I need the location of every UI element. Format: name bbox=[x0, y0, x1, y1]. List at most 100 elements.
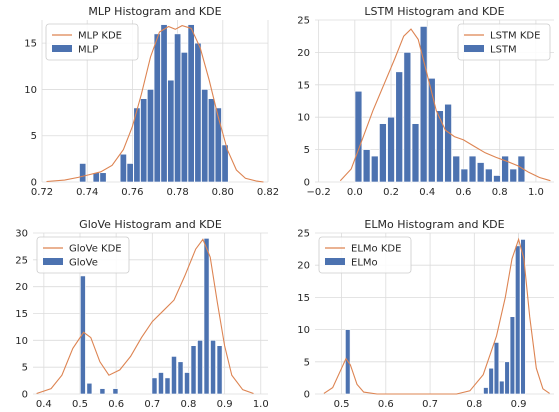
x-tick-label: 0.8 bbox=[181, 399, 197, 410]
histogram-bar bbox=[520, 239, 526, 395]
histogram-bar bbox=[371, 155, 379, 183]
kde-curve bbox=[36, 238, 254, 395]
chart-title: GloVe Histogram and KDE bbox=[79, 218, 222, 231]
x-tick-label: 1.0 bbox=[528, 187, 544, 198]
histogram-bar bbox=[452, 155, 460, 183]
histogram-bar bbox=[190, 345, 197, 395]
histogram-bar bbox=[354, 90, 363, 183]
x-tick-label: 0.9 bbox=[217, 399, 233, 410]
histogram-bar bbox=[194, 42, 202, 183]
histogram-bar bbox=[197, 340, 203, 395]
histogram-bar bbox=[119, 153, 127, 183]
legend: GloVe KDE GloVe bbox=[36, 236, 130, 274]
histogram-bar bbox=[171, 356, 177, 395]
histogram-bar bbox=[208, 98, 215, 183]
histogram-bar bbox=[476, 162, 485, 183]
x-tick-label: 0.74 bbox=[76, 187, 98, 198]
histogram-bar bbox=[387, 116, 395, 183]
y-tick-label: 25 bbox=[297, 229, 310, 240]
y-tick-label: 20 bbox=[15, 282, 28, 293]
histogram-bar bbox=[488, 367, 494, 395]
histogram-bar bbox=[147, 89, 154, 183]
y-tick-label: 0 bbox=[31, 178, 37, 189]
x-tick-label: −0.2 bbox=[306, 187, 330, 198]
histogram-bar bbox=[167, 79, 175, 183]
histogram-bar bbox=[403, 52, 412, 183]
histogram-bar bbox=[362, 149, 371, 183]
histogram-bar bbox=[99, 388, 106, 395]
x-tick-label: 0.6 bbox=[378, 399, 394, 410]
chart-title: ELMo Histogram and KDE bbox=[364, 218, 504, 231]
histogram-bar bbox=[126, 163, 134, 183]
histogram-bar bbox=[86, 382, 93, 395]
histogram-bar bbox=[221, 144, 229, 183]
histogram-bar bbox=[515, 245, 521, 395]
chart-panel-3: 0.5 0.6 0.7 0.8 0.9 0 5 10 15 20 25 ELMo Histogram … bbox=[297, 218, 554, 410]
y-tick-label: 25 bbox=[297, 16, 310, 27]
histogram-bar bbox=[436, 110, 444, 183]
histogram-bar bbox=[140, 98, 148, 183]
histogram-bar bbox=[214, 107, 222, 183]
histogram-bar bbox=[92, 172, 100, 183]
legend-kde-label: ELMo KDE bbox=[351, 244, 401, 255]
y-tick-label: 10 bbox=[24, 85, 37, 96]
kde-curve bbox=[323, 237, 550, 395]
histogram-bar bbox=[158, 372, 164, 395]
chart-title: MLP Histogram and KDE bbox=[88, 5, 221, 18]
histogram-bar bbox=[499, 380, 505, 395]
x-tick-label: 0.8 bbox=[492, 187, 508, 198]
histogram-bar bbox=[177, 361, 184, 395]
x-tick-label: 0.4 bbox=[419, 187, 435, 198]
chart-title: LSTM Histogram and KDE bbox=[364, 5, 504, 18]
histogram-bar bbox=[493, 175, 501, 183]
histogram-bar bbox=[174, 33, 182, 183]
chart-panel-1: −0.2 0.0 0.2 0.4 0.6 0.8 1.0 0 5 10 15 20 25 LSTM His… bbox=[297, 5, 554, 198]
y-tick-label: 25 bbox=[15, 255, 28, 266]
histogram-bar bbox=[99, 172, 107, 183]
histogram-bar bbox=[493, 342, 500, 395]
histogram-bar bbox=[187, 24, 195, 183]
y-tick-label: 5 bbox=[31, 131, 37, 142]
histogram-bar bbox=[379, 123, 387, 183]
histogram-bar bbox=[509, 168, 518, 183]
histogram-bar bbox=[79, 163, 87, 183]
y-tick-label: 5 bbox=[304, 145, 310, 156]
y-tick-label: 20 bbox=[297, 261, 310, 272]
legend-hist-swatch bbox=[52, 45, 72, 52]
legend-hist-label: MLP bbox=[78, 45, 98, 56]
x-tick-label: 0.8 bbox=[466, 399, 482, 410]
legend-hist-label: GloVe bbox=[69, 258, 98, 269]
histogram-bar bbox=[216, 345, 223, 395]
legend-hist-label: ELMo bbox=[351, 258, 378, 269]
x-tick-label: 0.6 bbox=[456, 187, 472, 198]
histogram-bar bbox=[428, 78, 436, 183]
histogram-bar bbox=[509, 316, 516, 395]
histogram-bar bbox=[483, 387, 489, 395]
x-tick-label: 0.78 bbox=[166, 187, 188, 198]
legend-kde-label: MLP KDE bbox=[78, 31, 122, 42]
histogram-bar bbox=[411, 123, 420, 183]
legend-hist-swatch bbox=[464, 45, 484, 52]
histogram-bar bbox=[184, 372, 190, 395]
x-tick-label: 0.5 bbox=[334, 399, 350, 410]
x-tick-label: 0.4 bbox=[36, 399, 52, 410]
x-tick-label: 0.72 bbox=[31, 187, 53, 198]
y-tick-label: 5 bbox=[22, 363, 28, 374]
chart-panel-0: 0.72 0.74 0.76 0.78 0.80 0.82 0 5 10 15 MLP Histog… bbox=[24, 5, 279, 198]
legend-hist-label: LSTM bbox=[490, 45, 517, 56]
x-tick-label: 0.76 bbox=[121, 187, 143, 198]
y-tick-label: 15 bbox=[15, 309, 28, 320]
x-tick-label: 0.7 bbox=[144, 399, 160, 410]
x-tick-label: 0.6 bbox=[108, 399, 124, 410]
y-tick-label: 15 bbox=[297, 80, 310, 91]
y-tick-label: 0 bbox=[304, 390, 310, 401]
y-tick-label: 30 bbox=[15, 229, 28, 240]
kde-curve bbox=[46, 25, 264, 183]
histogram-bar bbox=[164, 377, 171, 395]
histogram-bar bbox=[160, 24, 168, 183]
histogram-bar bbox=[395, 71, 403, 183]
y-tick-label: 10 bbox=[297, 325, 310, 336]
histogram-bar bbox=[485, 168, 493, 183]
histogram-bar bbox=[501, 155, 509, 183]
x-tick-label: 0.5 bbox=[72, 399, 88, 410]
